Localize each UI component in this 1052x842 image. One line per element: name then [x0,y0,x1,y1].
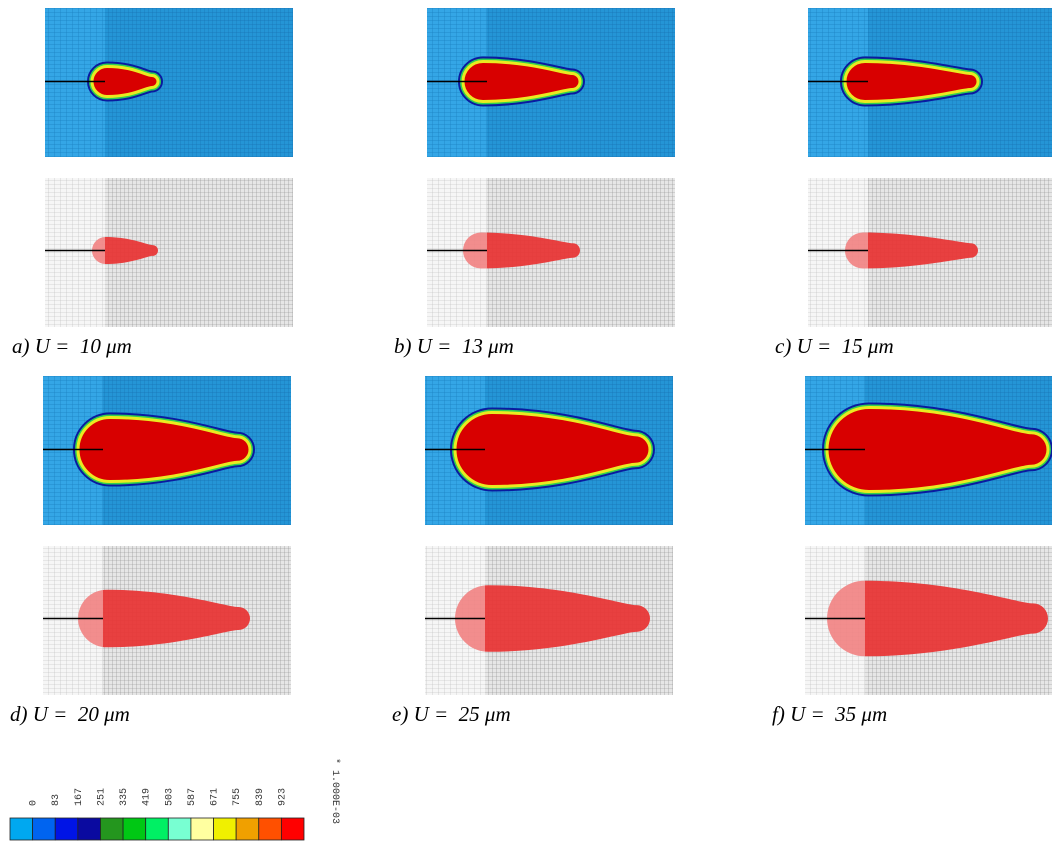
colorbar-label: 839 [255,788,266,806]
colorbar-swatch [235,817,260,841]
colorbar-label: 503 [164,788,175,806]
contour-inner [90,64,160,99]
colorbar-swatch [122,817,147,841]
colorbar-label: 587 [187,788,198,806]
damage-zone-fade [425,546,485,695]
damage-zone [455,585,650,652]
contour-inner [825,405,1050,494]
damage-zone [845,232,978,269]
damage-zone-fade [45,178,105,327]
colorbar-label: 335 [119,788,130,806]
colorbar-label: 167 [74,788,85,806]
panel-caption: b) U = 13 μm [394,334,514,358]
colorbar-swatch [145,817,169,841]
panel-caption: f) U = 35 μm [772,702,887,726]
panel-caption: a) U = 10 μm [12,334,132,358]
colorbar-swatch [258,817,282,841]
damage-zone [463,232,580,269]
damage-zone-fade [808,178,868,327]
colorbar-swatch [77,817,101,841]
colorbar-swatch [54,817,79,841]
colorbar-swatch [190,817,214,841]
colorbar-label: 671 [210,788,221,806]
panel-caption: c) U = 15 μm [775,334,894,358]
colorbar-swatch [213,817,237,841]
colorbar-swatch [9,817,34,841]
damage-zone-fade [43,546,103,695]
colorbar-label: 83 [51,794,62,806]
panel-caption: e) U = 25 μm [392,702,511,726]
damage-zone [827,580,1048,657]
colorbar-label: 419 [142,788,153,806]
colorbar-swatch [32,817,56,841]
colorbar-label: 923 [277,788,288,806]
damage-zone-fade [805,546,865,695]
contour-inner [76,415,252,484]
damage-zone [92,237,158,264]
colorbar-swatch [280,817,305,841]
panel-caption: d) U = 20 μm [10,702,130,726]
colorbar-swatch [167,817,192,841]
damage-zone-fade [427,178,487,327]
damage-zone [78,589,251,648]
contour-inner [453,410,652,489]
colorbar-label: 0 [29,800,40,806]
colorbar-multiplier: * 1.000E-03 [329,758,341,824]
colorbar-label: 755 [232,788,243,806]
colorbar-label: 251 [96,788,107,806]
colorbar-swatch [100,817,124,841]
